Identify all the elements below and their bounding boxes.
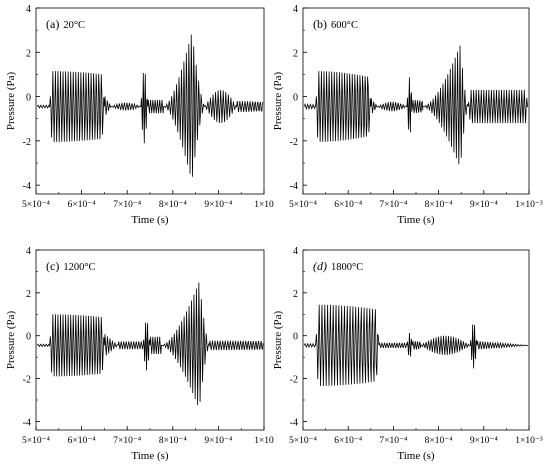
panel-letter: (a) <box>46 17 59 31</box>
panel-c: 4 2 0 -2 -4 5×10⁻⁴ 6×10⁻⁴ 7×10⁻⁴ 8×10⁻⁴ 9×10⁻⁴ 1×1… <box>5 246 274 462</box>
panel-annotation: (a) 20°C <box>46 17 85 31</box>
y-tick-label: 0 <box>293 332 298 343</box>
x-axis-label: Time (s) <box>397 450 435 462</box>
panel-temperature: 1800°C <box>331 262 363 273</box>
x-tick-label: 6×10⁻⁴ <box>68 200 97 210</box>
x-tick-label: 6×10⁻⁴ <box>334 200 363 210</box>
panel-b: 4 2 0 -2 -4 5×10⁻⁴ 6×10⁻⁴ 7×10⁻⁴ 8×10⁻⁴ 9×10⁻⁴ 1×1… <box>272 4 543 226</box>
x-axis-label: Time (s) <box>397 214 435 226</box>
x-tick-label: 7×10⁻⁴ <box>379 436 408 446</box>
y-tick-label: -4 <box>290 181 298 192</box>
waveform-line <box>303 45 529 165</box>
x-tick-label: 8×10⁻⁴ <box>425 200 454 210</box>
y-tick-label: -2 <box>290 137 298 148</box>
x-tick-label: 8×10⁻⁴ <box>159 200 188 210</box>
panel-letter: (b) <box>313 17 327 31</box>
x-tick-label: 7×10⁻⁴ <box>113 436 142 446</box>
panel-annotation: (b) 600°C <box>313 17 358 31</box>
x-tick-label: 1×10⁻³ <box>515 436 543 446</box>
x-tick-label: 9×10⁻⁴ <box>204 200 233 210</box>
y-tick-label: 4 <box>26 4 31 15</box>
waveform-line <box>37 34 264 177</box>
y-tick-label: 2 <box>293 289 298 300</box>
x-tick-label: 5×10⁻⁴ <box>22 200 51 210</box>
y-tick-label: 2 <box>26 48 31 59</box>
panel-d: 4 2 0 -2 -4 5×10⁻⁴ 6×10⁻⁴ 7×10⁻⁴ 8×10⁻⁴ 9×10⁻⁴ 1×1… <box>272 246 543 462</box>
x-tick-label: 1×10 <box>254 200 274 210</box>
panel-annotation: (d) 1800°C <box>313 259 363 273</box>
y-tick-label: -4 <box>290 417 298 428</box>
plot-frame <box>302 7 530 195</box>
x-tick-label: 5×10⁻⁴ <box>289 436 318 446</box>
waveform-line <box>37 282 264 406</box>
panel-temperature: 20°C <box>63 20 85 31</box>
x-tick-label: 6×10⁻⁴ <box>334 436 363 446</box>
y-tick-label: 4 <box>293 4 298 15</box>
y-axis-label: Pressure (Pa) <box>272 310 284 369</box>
panel-annotation: (c) 1200°C <box>46 259 96 273</box>
x-tick-label: 9×10⁻⁴ <box>204 436 233 446</box>
x-tick-label: 8×10⁻⁴ <box>159 436 188 446</box>
x-tick-label: 8×10⁻⁴ <box>425 436 454 446</box>
y-tick-label: 0 <box>26 93 31 104</box>
y-tick-label: -4 <box>23 181 31 192</box>
y-axis-label: Pressure (Pa) <box>5 71 17 130</box>
y-axis-label: Pressure (Pa) <box>5 310 17 369</box>
y-tick-label: -2 <box>290 375 298 386</box>
y-tick-label: 2 <box>26 289 31 300</box>
x-tick-label: 5×10⁻⁴ <box>22 436 51 446</box>
x-tick-label: 6×10⁻⁴ <box>68 436 97 446</box>
y-tick-label: -4 <box>23 417 31 428</box>
y-tick-label: 4 <box>26 246 31 257</box>
x-axis-label: Time (s) <box>131 450 169 462</box>
y-tick-label: 2 <box>293 48 298 59</box>
x-tick-label: 7×10⁻⁴ <box>379 200 408 210</box>
panel-letter: (c) <box>46 259 59 273</box>
x-tick-label: 9×10⁻⁴ <box>470 436 499 446</box>
x-tick-label: 7×10⁻⁴ <box>113 200 142 210</box>
y-tick-label: -2 <box>23 137 31 148</box>
x-tick-label: 9×10⁻⁴ <box>470 200 499 210</box>
y-axis-label: Pressure (Pa) <box>272 71 284 130</box>
waveform-line <box>303 304 529 387</box>
x-tick-label: 1×10 <box>254 436 274 446</box>
panel-temperature: 1200°C <box>63 262 95 273</box>
x-tick-label: 1×10⁻³ <box>515 200 543 210</box>
y-tick-label: 4 <box>293 246 298 257</box>
panel-a: 4 2 0 -2 -4 5×10⁻⁴ 6×10⁻⁴ 7×10⁻⁴ 8×10⁻⁴ 9×10⁻⁴ 1×1… <box>5 4 274 226</box>
x-tick-label: 5×10⁻⁴ <box>289 200 318 210</box>
x-axis-label: Time (s) <box>131 214 169 226</box>
y-tick-label: -2 <box>23 375 31 386</box>
panel-letter: (d) <box>313 259 327 273</box>
y-tick-label: 0 <box>293 93 298 104</box>
panel-temperature: 600°C <box>331 20 358 31</box>
y-tick-label: 0 <box>26 332 31 343</box>
